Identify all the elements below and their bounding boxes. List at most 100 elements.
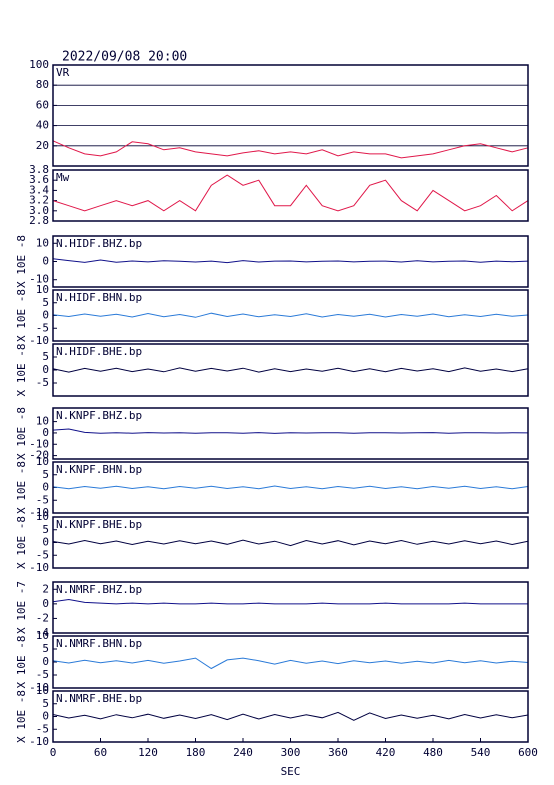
waveform [52,367,529,373]
x-axis-label: SEC [281,765,301,778]
y-axis-label: X 10E -8 [15,344,28,397]
waveform [52,598,528,605]
y-tick-label: 10 [36,629,49,642]
panel-title: N.KNPF.BHN.bp [56,463,142,476]
y-tick-label: 0 [42,426,49,439]
y-tick-label: -5 [36,493,49,506]
panel-title: N.HIDF.BHE.bp [56,345,142,358]
y-tick-label: -5 [36,321,49,334]
x-tick-label: 360 [328,746,348,759]
panel-title: VR [56,66,70,79]
y-tick-label: -5 [36,548,49,561]
y-tick-label: 3.0 [29,204,49,217]
y-axis-label: X 10E -8 [15,289,28,342]
y-tick-label: 10 [36,283,49,296]
panel-frame [52,235,529,288]
y-tick-label: 0 [42,481,49,494]
y-tick-label: -10 [29,681,49,694]
y-tick-label: 3.4 [29,183,49,196]
y-tick-label: -10 [29,437,49,450]
panel-frame [52,581,529,634]
x-tick-label: 180 [186,746,206,759]
y-tick-label: -5 [36,722,49,735]
y-tick-label: -5 [36,376,49,389]
y-tick-label: 5 [42,697,49,710]
x-tick-label: 600 [518,746,538,759]
y-tick-label: 0 [42,655,49,668]
waveform [52,711,529,721]
waveform [52,657,529,670]
y-tick-label: 2.8 [29,214,49,227]
y-tick-label: 5 [42,468,49,481]
panel-title: N.KNPF.BHZ.bp [56,409,142,422]
y-axis-label: X 10E -8 [15,516,28,569]
x-tick-label: 0 [50,746,57,759]
y-tick-label: -10 [29,735,49,748]
x-tick-label: 240 [233,746,253,759]
y-tick-label: 0 [42,536,49,549]
y-tick-label: 0 [42,363,49,376]
waveform [52,174,529,212]
y-tick-label: 0 [42,255,49,268]
waveform [52,258,529,264]
waveform [52,428,529,434]
panel-title: Mw [56,171,70,184]
y-tick-label: 40 [36,119,49,132]
y-tick-label: 3.8 [29,163,49,176]
waveform [52,539,529,547]
y-tick-label: 2 [42,582,49,595]
y-axis-label: X 10E -8 [15,636,28,689]
waveform [52,312,529,318]
panel-frame [52,635,529,689]
panel-frame [52,169,529,222]
panel-title: N.NMRF.BHZ.bp [56,583,142,596]
y-tick-label: 20 [36,139,49,152]
y-tick-label: 10 [36,455,49,468]
y-axis-label: X 10E -8 [15,235,28,288]
x-tick-label: 120 [138,746,158,759]
y-tick-label: 80 [36,78,49,91]
page-title: 2022/09/08 20:00 [62,50,187,65]
y-axis-label: X 10E -7 [15,581,28,634]
panel-frame [52,516,529,569]
y-tick-label: 60 [36,98,49,111]
y-tick-label: -10 [29,334,49,347]
y-tick-label: 10 [36,415,49,428]
x-tick-label: 540 [471,746,491,759]
y-tick-label: -2 [36,611,49,624]
y-axis-label: X 10E -8 [15,461,28,514]
y-tick-label: -10 [29,506,49,519]
y-tick-label: -5 [36,668,49,681]
y-tick-label: -10 [29,273,49,286]
y-tick-label: 3.2 [29,194,49,207]
panel-title: N.NMRF.BHE.bp [56,692,142,705]
x-tick-label: 300 [281,746,301,759]
y-axis-label: X 10E -8 [15,407,28,460]
panel-title: N.NMRF.BHN.bp [56,637,142,650]
y-tick-label: 3.6 [29,173,49,186]
panel-frame [52,64,529,167]
y-axis-label: X 10E -8 [15,690,28,743]
panel-frame [52,407,529,460]
x-tick-label: 420 [376,746,396,759]
y-tick-label: -10 [29,561,49,574]
panel-frame [52,461,529,514]
panel-frame [52,343,529,397]
panel-title: N.HIDF.BHN.bp [56,291,142,304]
panel-title: N.HIDF.BHZ.bp [56,237,142,250]
panel-frame [52,289,529,342]
x-tick-label: 60 [94,746,107,759]
x-tick-label: 480 [423,746,443,759]
y-tick-label: -4 [36,626,50,639]
y-tick-label: 0 [42,597,49,610]
waveform [52,485,529,490]
waveform [52,140,529,159]
y-tick-label: 0 [42,710,49,723]
y-tick-label: 5 [42,642,49,655]
y-tick-label: 10 [36,510,49,523]
y-tick-label: 5 [42,296,49,309]
panel-title: N.KNPF.BHE.bp [56,518,142,531]
y-tick-label: 10 [36,684,49,697]
